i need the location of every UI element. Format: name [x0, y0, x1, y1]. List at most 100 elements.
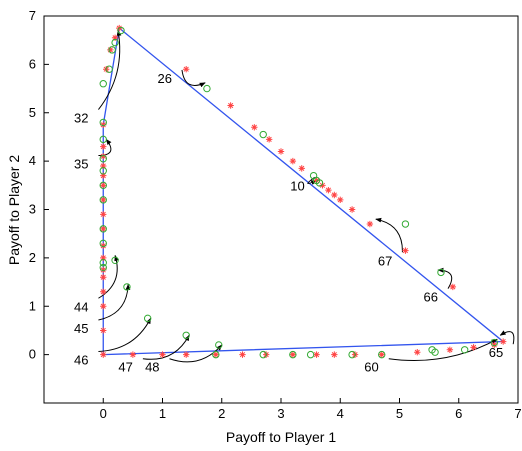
- star-marker: [313, 177, 320, 184]
- x-tick-label: 4: [337, 406, 344, 421]
- circle-marker: [105, 65, 113, 73]
- callout-arrow: [98, 29, 122, 110]
- star-marker: [100, 274, 107, 281]
- circle-marker: [378, 350, 386, 359]
- x-tick-label: 1: [159, 406, 166, 421]
- star-marker: [100, 303, 107, 310]
- star-marker: [289, 351, 297, 358]
- star-marker: [366, 220, 374, 228]
- star-marker: [183, 66, 190, 73]
- callout-arrow: [142, 334, 190, 360]
- plot-area-frame: [43, 15, 519, 404]
- star-marker: [313, 351, 320, 358]
- star-marker: [298, 165, 305, 172]
- circle-marker: [401, 220, 410, 228]
- y-tick-label: 4: [29, 153, 36, 168]
- callout-label: 35: [74, 157, 88, 172]
- circle-marker: [212, 350, 220, 359]
- x-tick-label: 7: [514, 406, 521, 421]
- callout-arrow: [375, 217, 403, 253]
- y-tick-label: 2: [29, 250, 36, 265]
- star-marker: [402, 247, 409, 254]
- star-marker: [100, 211, 107, 218]
- circle-marker: [431, 348, 439, 356]
- callout-arrow: [181, 69, 206, 88]
- circle-marker: [111, 38, 119, 47]
- circle-marker: [289, 350, 297, 359]
- circle-marker: [460, 346, 469, 354]
- callout-label: 48: [145, 360, 159, 375]
- star-marker: [289, 157, 297, 165]
- circle-marker: [315, 179, 324, 187]
- y-tick-label: 1: [29, 298, 36, 313]
- circle-marker: [111, 256, 119, 264]
- star-marker: [348, 206, 356, 213]
- callout-arrow: [169, 344, 223, 363]
- star-marker: [100, 196, 107, 204]
- callout-label: 67: [378, 253, 392, 268]
- star-marker: [183, 351, 190, 358]
- callout-arrow: [98, 283, 131, 321]
- circle-marker: [99, 167, 107, 175]
- x-tick-label: 3: [277, 406, 284, 421]
- circle-marker: [182, 331, 190, 339]
- circle-marker: [99, 118, 107, 127]
- star-marker: [491, 341, 498, 349]
- circle-marker: [99, 239, 107, 248]
- star-marker: [100, 254, 107, 262]
- y-tick-label: 6: [29, 56, 36, 71]
- star-marker: [100, 182, 107, 189]
- star-marker: [100, 162, 107, 170]
- data-points: [99, 24, 507, 359]
- x-axis-title: Payoff to Player 1: [226, 429, 336, 445]
- star-marker: [251, 124, 258, 131]
- star-marker: [265, 136, 273, 143]
- y-tick-label: 0: [29, 347, 36, 362]
- star-marker: [331, 191, 338, 199]
- x-tick-label: 5: [396, 406, 403, 421]
- y-axis-title: Payoff to Player 2: [6, 155, 22, 265]
- circle-marker: [99, 155, 107, 163]
- star-marker: [277, 148, 285, 155]
- star-marker: [100, 172, 107, 179]
- callout-label: 66: [424, 290, 438, 305]
- callout-label: 45: [74, 321, 88, 336]
- y-tick-label: 7: [29, 8, 36, 23]
- star-marker: [470, 344, 477, 351]
- circle-marker: [99, 263, 107, 272]
- star-marker: [449, 283, 457, 291]
- circle-marker: [203, 84, 211, 93]
- star-marker: [319, 182, 326, 189]
- circle-marker: [99, 225, 107, 233]
- star-marker: [100, 266, 107, 274]
- circle-marker: [306, 350, 315, 359]
- circle-marker: [348, 350, 356, 359]
- star-marker: [325, 186, 332, 194]
- circle-marker: [259, 350, 267, 359]
- callout-arrow: [98, 138, 112, 157]
- callout-label: 46: [74, 352, 88, 367]
- callout-label: 44: [74, 299, 88, 314]
- circle-marker: [117, 26, 125, 35]
- callout-arrow: [98, 317, 152, 352]
- callout-label: 65: [489, 345, 503, 360]
- circle-marker: [437, 268, 445, 277]
- star-marker: [129, 351, 137, 358]
- star-marker: [446, 346, 454, 353]
- circle-marker: [215, 341, 223, 349]
- star-marker: [107, 46, 114, 54]
- star-marker: [159, 351, 166, 358]
- star-marker: [239, 351, 246, 358]
- circle-marker: [123, 283, 131, 291]
- callout-arrow: [437, 267, 453, 289]
- callout-label: 60: [364, 360, 378, 375]
- circle-marker: [99, 80, 107, 88]
- star-marker: [337, 196, 344, 204]
- y-tick-label: 3: [29, 202, 36, 217]
- callout-arrow: [499, 330, 515, 345]
- star-marker: [378, 351, 385, 358]
- star-marker: [100, 143, 107, 150]
- circle-marker: [99, 181, 107, 190]
- star-marker: [100, 351, 107, 358]
